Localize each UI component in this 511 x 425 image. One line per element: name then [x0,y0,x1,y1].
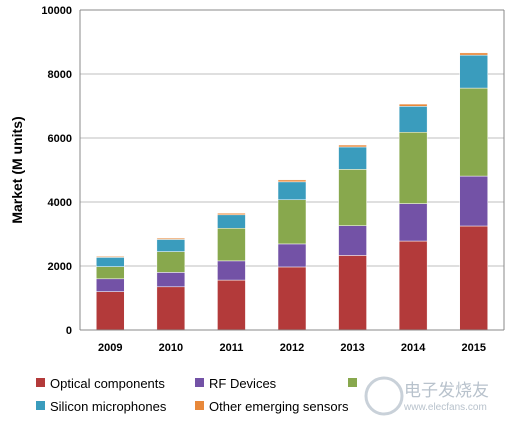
bar-segment [96,256,125,258]
bar-segment [338,255,367,331]
bar-segment [277,199,307,245]
bar-segment [156,286,186,331]
x-tick-label: 2009 [98,342,122,354]
y-tick-label: 10000 [41,5,72,17]
watermark-logo [364,376,404,416]
legend-label: Silicon microphones [50,399,167,414]
watermark-text: 电子发烧友 [404,381,489,401]
bar-segment [217,227,246,262]
y-tick-label: 2000 [48,261,72,273]
x-tick-label: 2012 [280,342,304,354]
bars [96,52,488,331]
bar-segment [277,266,307,331]
y-axis-title: Market (M units) [9,116,25,223]
x-tick-label: 2011 [219,342,243,354]
legend-swatch [348,378,357,387]
x-tick-label: 2013 [340,342,364,354]
bar-segment [398,131,428,204]
bar-segment [338,225,367,256]
x-tick-label: 2015 [461,342,485,354]
y-tick-label: 0 [66,325,72,337]
bar-segment [96,257,125,267]
y-axis-ticks: 0 2000 4000 6000 8000 10000 [41,5,72,337]
bar-segment [398,203,428,242]
x-tick-label: 2014 [401,342,426,354]
legend-label: RF Devices [209,376,277,391]
bar-segment [156,237,186,240]
bar-segment [277,179,307,183]
x-axis-ticks: 2009 2010 2011 2012 2013 2014 2015 [98,342,486,354]
legend-label: Other emerging sensors [209,399,349,414]
bar-segment [459,87,488,177]
bar-segment [217,214,246,229]
bar-segment [96,266,125,280]
bar-segment [459,54,488,89]
bar-segment [156,239,186,252]
bar-segment [459,52,488,56]
y-tick-label: 8000 [48,69,72,81]
bar-segment [338,144,367,148]
legend-swatch [36,401,45,410]
watermark: 电子发烧友 www.elecfans.com [364,376,489,416]
bar-segment [96,291,125,331]
bar-segment [338,146,367,170]
bar-segment [277,243,307,268]
bar-segment [398,103,428,107]
bar-segment [217,212,246,216]
legend-swatch [195,401,204,410]
bar-segment [277,181,307,201]
bar-segment [96,278,125,292]
bar-segment [338,169,367,226]
y-tick-label: 6000 [48,133,72,145]
bar-segment [217,260,246,281]
watermark-url: www.elecfans.com [403,402,487,413]
legend-swatch [195,378,204,387]
bar-segment [156,272,186,288]
legend: Optical components RF Devices Silicon micr… [36,376,357,414]
x-tick-label: 2010 [159,342,183,354]
bar-segment [398,106,428,133]
bar-segment [398,240,428,331]
legend-swatch [36,378,45,387]
y-tick-label: 4000 [48,197,72,209]
bar-segment [156,251,186,273]
bar-segment [459,225,488,331]
legend-label: Optical components [50,376,165,391]
bar-segment [217,279,246,331]
bar-segment [459,175,488,227]
